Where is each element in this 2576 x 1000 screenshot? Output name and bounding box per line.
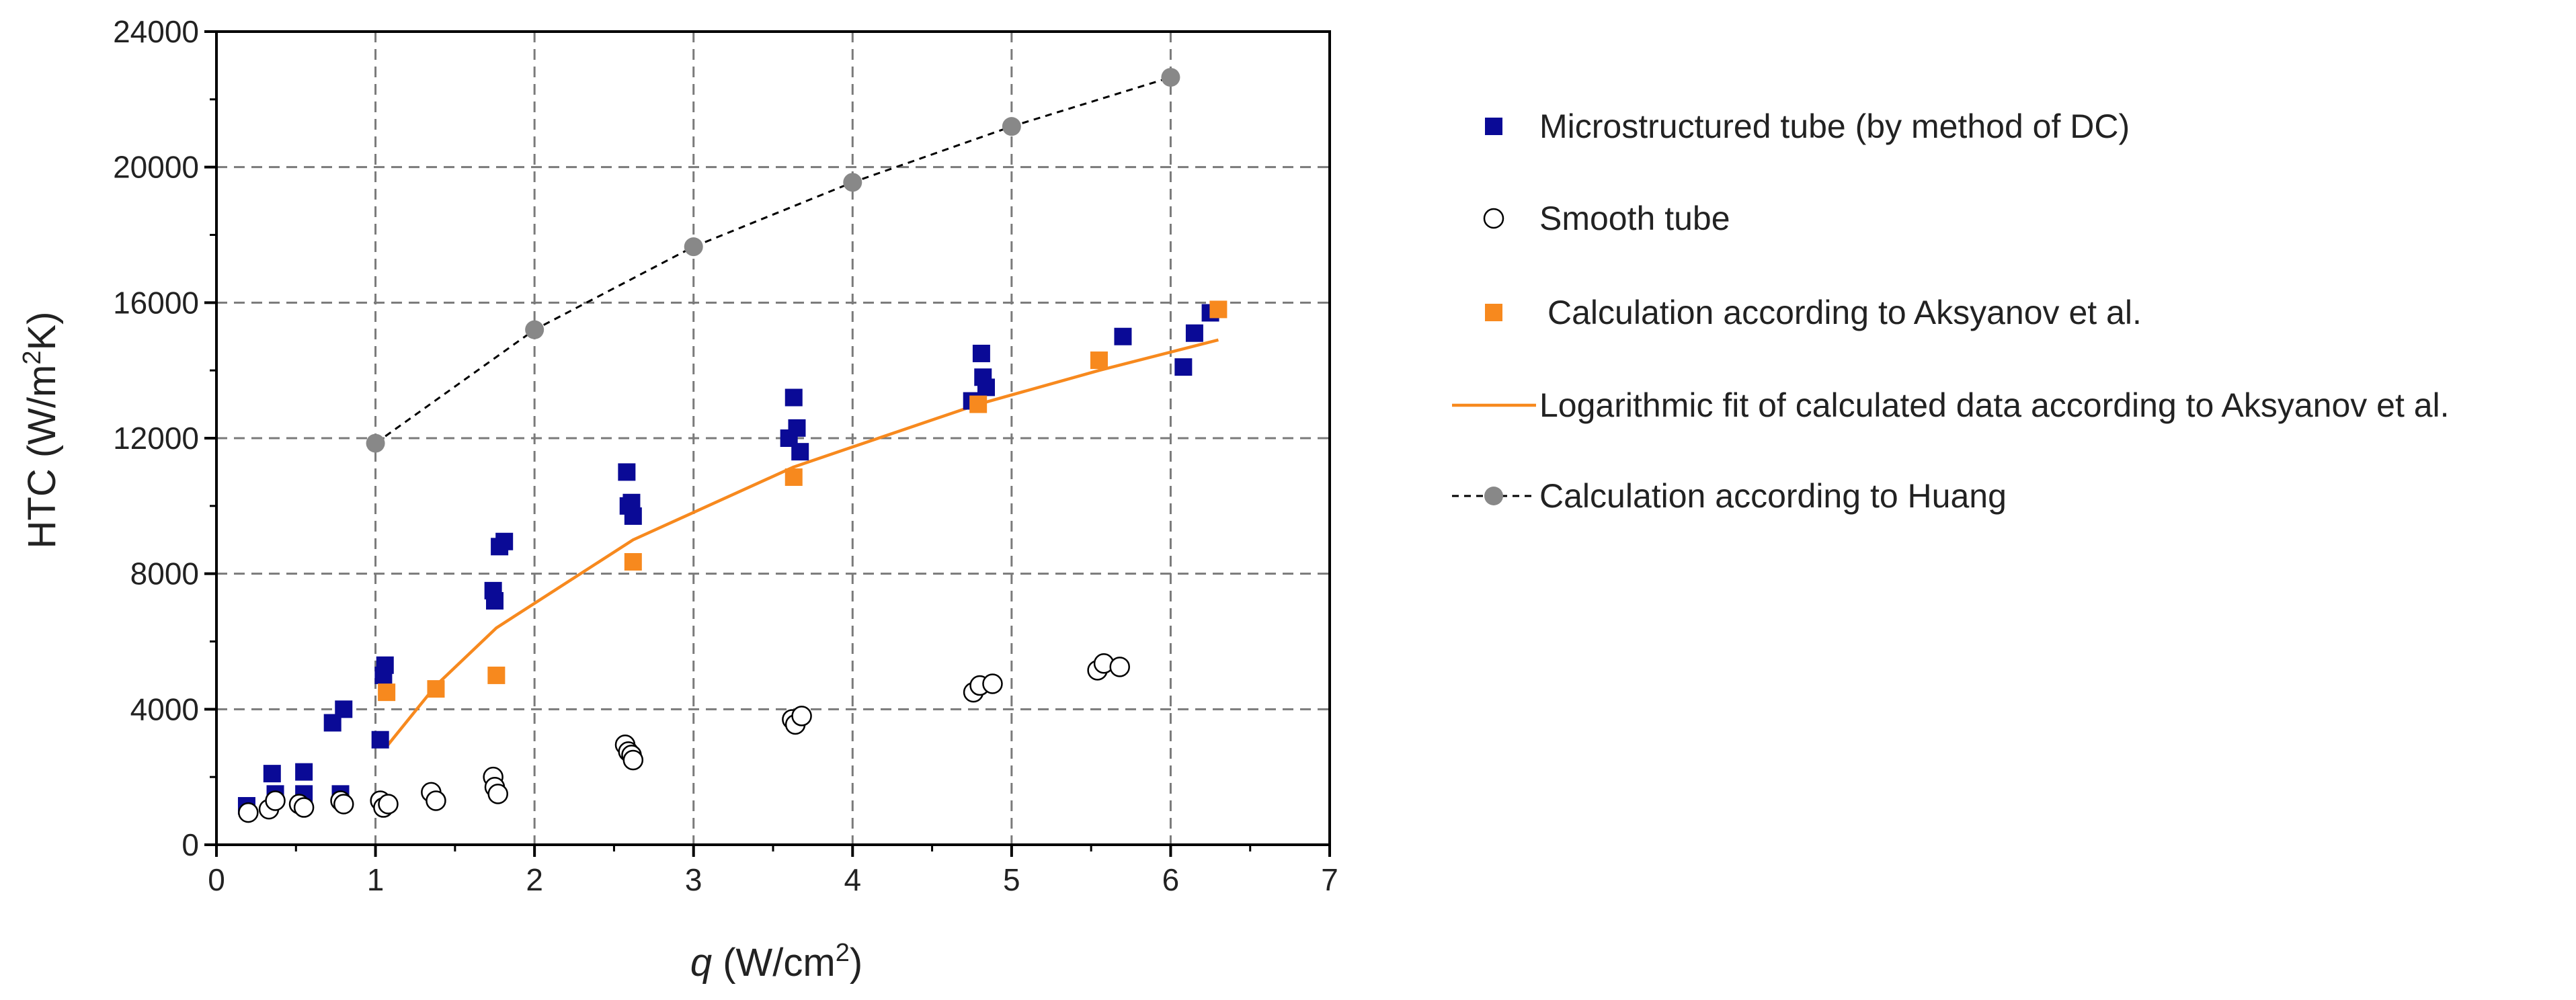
- huang-point: [366, 433, 385, 453]
- legend-label: Smooth tube: [1539, 200, 1730, 237]
- x-axis-unit: (W/cm: [712, 941, 836, 985]
- microstructured-point: [977, 378, 996, 397]
- aksyanov-point: [624, 553, 642, 571]
- x-axis-title: q (W/cm2): [690, 939, 862, 985]
- microstructured-point: [376, 656, 394, 674]
- y-tick-label: 0: [182, 827, 199, 862]
- legend-label: Calculation according to Huang: [1539, 477, 2007, 515]
- smooth-tube-point: [622, 749, 644, 771]
- legend-item: Logarithmic fit of calculated data accor…: [1452, 386, 2450, 424]
- huang-point: [843, 173, 862, 192]
- aksyanov-point: [427, 680, 445, 698]
- microstructured-point: [1185, 324, 1203, 342]
- y-axis-title: HTC (W/m2K): [18, 312, 64, 549]
- microstructured-point: [1114, 327, 1132, 345]
- aksyanov-point: [1209, 300, 1227, 319]
- aksyanov-point: [487, 666, 506, 684]
- smooth-tube-point: [333, 794, 354, 815]
- legend-label: Microstructured tube (by method of DC): [1539, 108, 2130, 145]
- microstructured-point: [784, 388, 803, 407]
- huang-line: [374, 76, 1171, 444]
- microstructured-point: [495, 532, 514, 550]
- microstructured-point: [972, 344, 990, 362]
- x-axis-symbol: q: [690, 941, 712, 985]
- legend-item: Microstructured tube (by method of DC): [1485, 108, 2130, 145]
- legend-item: Calculation according to Aksyanov et al.: [1485, 294, 2142, 331]
- y-axis-unit-close: K): [20, 312, 64, 351]
- smooth-tube-point: [487, 784, 508, 804]
- microstructured-point: [295, 763, 313, 781]
- legend-marker: [1485, 118, 1502, 135]
- legend-item: Smooth tube: [1483, 200, 1730, 237]
- smooth-tube-point: [378, 794, 399, 815]
- x-tick-label: 6: [1162, 862, 1180, 897]
- series-markers: [237, 68, 1227, 823]
- x-tick-label: 0: [208, 862, 225, 897]
- series-lines: [374, 76, 1219, 748]
- huang-point: [525, 320, 545, 339]
- axis-ticks: [204, 30, 1331, 857]
- huang-point: [684, 237, 703, 257]
- smooth-tube-point: [791, 706, 812, 726]
- y-tick-label: 16000: [113, 285, 199, 320]
- smooth-tube-point: [238, 802, 259, 823]
- legend-label: Calculation according to Aksyanov et al.: [1547, 294, 2142, 331]
- x-axis-unit-sup: 2: [836, 939, 850, 967]
- y-tick-label: 20000: [113, 150, 199, 185]
- aksyanov-point: [378, 683, 396, 702]
- y-tick-label: 8000: [130, 556, 199, 591]
- y-axis-unit: HTC (W/m: [20, 365, 64, 549]
- microstructured-point: [486, 592, 504, 610]
- huang-point: [1002, 117, 1021, 136]
- legend-item: Calculation according to Huang: [1452, 477, 2007, 515]
- y-tick-label: 4000: [130, 692, 199, 726]
- plot-series: [237, 68, 1227, 823]
- x-tick-label: 7: [1321, 862, 1338, 897]
- y-axis-unit-sup: 2: [18, 351, 46, 365]
- microstructured-point: [335, 700, 353, 718]
- microstructured-point: [791, 443, 809, 461]
- microstructured-point: [788, 419, 806, 437]
- x-axis-unit-close: ): [850, 941, 862, 985]
- x-tick-label: 2: [526, 862, 543, 897]
- y-tick-label: 12000: [113, 421, 199, 456]
- microstructured-point: [263, 765, 281, 783]
- microstructured-point: [1174, 358, 1193, 376]
- smooth-tube-point: [982, 673, 1003, 694]
- smooth-tube-point: [265, 790, 286, 811]
- legend-marker: [1483, 208, 1504, 229]
- x-tick-label: 3: [685, 862, 702, 897]
- microstructured-point: [371, 731, 389, 749]
- microstructured-point: [618, 463, 636, 481]
- legend: Microstructured tube (by method of DC) Sm…: [1452, 108, 2450, 515]
- aksyanov-point: [784, 468, 803, 486]
- huang-point: [1161, 68, 1180, 87]
- grid-lines: [216, 32, 1330, 845]
- microstructured-point: [624, 507, 642, 525]
- x-tick-label: 1: [367, 862, 385, 897]
- legend-marker: [1484, 487, 1503, 505]
- fit-line-aksyanov: [385, 338, 1219, 748]
- smooth-tube-point: [1109, 657, 1130, 677]
- x-tick-label: 4: [844, 862, 861, 897]
- legend-marker: [1485, 304, 1502, 321]
- aksyanov-point: [969, 395, 988, 413]
- aksyanov-point: [1090, 351, 1108, 370]
- smooth-tube-point: [293, 797, 315, 818]
- smooth-tube-point: [426, 790, 446, 811]
- x-tick-label: 5: [1003, 862, 1020, 897]
- axis-tick-labels: 0 1 2 3 4 5 6 7 0 4000 8000 12000 16000 20000 24000: [113, 14, 1338, 897]
- y-tick-label: 24000: [113, 14, 199, 49]
- legend-label: Logarithmic fit of calculated data accor…: [1539, 386, 2450, 424]
